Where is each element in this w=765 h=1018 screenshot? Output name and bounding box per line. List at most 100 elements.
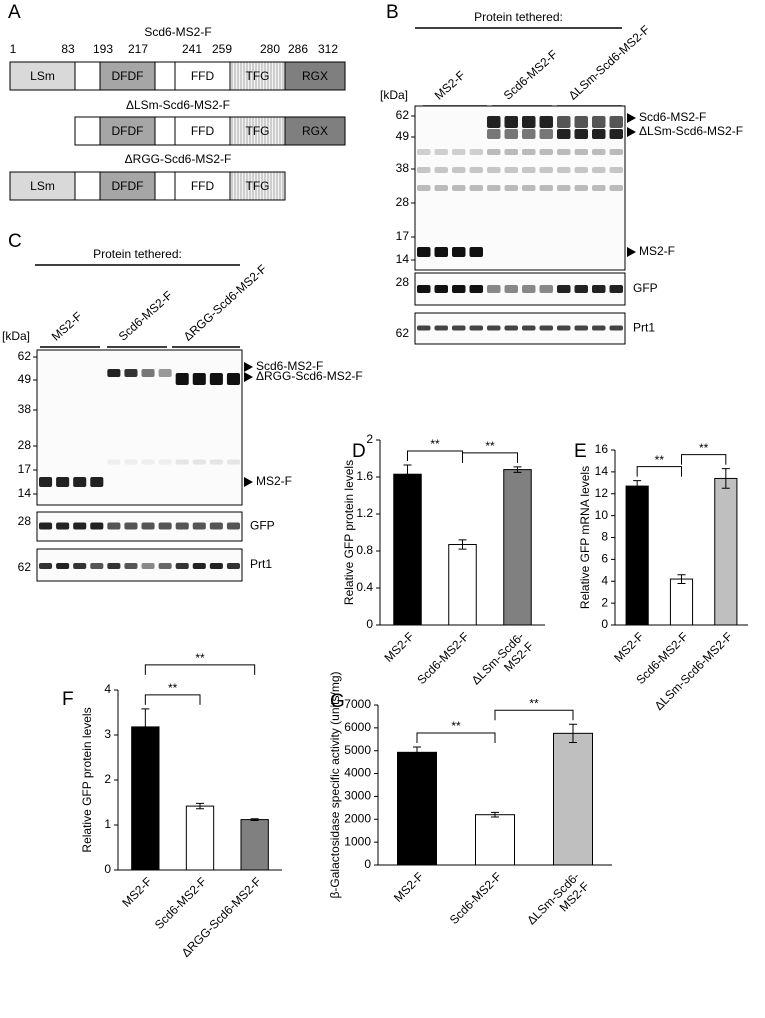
significance-label: ** <box>451 719 461 733</box>
lane-label: MS2-F <box>49 309 85 343</box>
band <box>417 167 431 173</box>
band <box>434 247 448 257</box>
blot <box>36 511 243 542</box>
band <box>609 149 623 155</box>
residue-number: 83 <box>61 42 75 56</box>
domain-label: TFG <box>246 179 270 193</box>
y-tick-label: 3000 <box>344 789 371 803</box>
y-tick-label: 7000 <box>344 697 371 711</box>
kda-marker: 28 <box>18 438 32 452</box>
band <box>574 167 588 173</box>
band <box>192 522 206 530</box>
domain-box <box>9 171 76 201</box>
kda-marker: 62 <box>396 108 410 122</box>
y-tick-label: 1.2 <box>356 506 373 520</box>
band <box>592 185 606 191</box>
domain-box <box>229 171 286 201</box>
kda-marker: 38 <box>18 402 32 416</box>
residue-number: 259 <box>212 42 232 56</box>
band <box>469 285 483 293</box>
x-tick-label: ΔLSm-Scd6-MS2-F <box>652 629 735 712</box>
header: Protein tethered: <box>93 247 182 261</box>
lane-label: Scd6-MS2-F <box>501 47 560 102</box>
band <box>469 185 483 191</box>
significance-label: ** <box>699 441 709 455</box>
band <box>522 167 536 173</box>
bar <box>397 751 437 866</box>
band <box>487 167 501 173</box>
y-tick-label: 0 <box>366 617 373 631</box>
y-axis-label: Relative GFP protein levels <box>342 460 356 605</box>
band <box>452 167 466 173</box>
band <box>574 116 588 128</box>
band <box>504 129 518 139</box>
domain-box <box>74 61 101 91</box>
significance-bracket <box>494 709 574 721</box>
domain-label: FFD <box>191 124 215 138</box>
band <box>90 522 104 530</box>
band <box>141 563 155 569</box>
band <box>452 149 466 155</box>
y-axis-label: Relative GFP protein levels <box>80 707 94 852</box>
error-bar <box>141 708 150 746</box>
significance-label: ** <box>529 696 539 710</box>
kda-marker: 28 <box>396 195 410 209</box>
band <box>124 369 138 377</box>
arrowhead <box>627 127 636 137</box>
band <box>209 522 223 530</box>
band <box>124 522 138 530</box>
band <box>452 247 466 257</box>
band <box>574 185 588 191</box>
band <box>487 285 501 293</box>
band <box>90 563 104 569</box>
band <box>487 149 501 155</box>
y-tick-label: 2 <box>104 772 111 786</box>
band-label: MS2-F <box>639 244 675 258</box>
panel-label: F <box>62 689 74 710</box>
blot <box>414 272 626 306</box>
band <box>107 563 121 569</box>
y-tick-label: 4 <box>104 682 111 696</box>
band <box>175 373 189 385</box>
band <box>209 373 223 385</box>
arrowhead <box>627 113 636 123</box>
band <box>434 185 448 191</box>
arrowhead <box>627 247 636 257</box>
y-tick-label: 1 <box>104 817 111 831</box>
y-tick-label: 16 <box>595 442 609 456</box>
x-tick-label: MS2-F <box>391 869 426 904</box>
band <box>434 167 448 173</box>
domain-label: LSm <box>30 69 55 83</box>
domain-box <box>9 61 76 91</box>
band <box>504 285 518 293</box>
error-bar <box>403 464 412 484</box>
y-tick-label: 0 <box>601 617 608 631</box>
band <box>539 285 553 293</box>
band <box>73 477 87 487</box>
blot <box>36 548 243 582</box>
band <box>192 373 206 385</box>
significance-bracket <box>144 694 201 705</box>
band <box>609 185 623 191</box>
domain-box <box>174 171 231 201</box>
domain-label: RGX <box>302 69 328 83</box>
kda-marker: 49 <box>396 129 410 143</box>
band-label: MS2-F <box>256 474 292 488</box>
band <box>452 325 466 331</box>
band <box>192 563 206 569</box>
significance-bracket <box>407 450 463 461</box>
band <box>539 129 553 139</box>
x-tick-label: MS2-F <box>611 629 646 664</box>
band <box>107 459 121 465</box>
blot-label: GFP <box>250 519 275 533</box>
y-axis-label: β-Galactosidase specific activity (units… <box>328 672 342 899</box>
panel-label: C <box>8 231 22 252</box>
y-tick-label: 12 <box>595 486 609 500</box>
residue-number: 312 <box>318 42 338 56</box>
band-label: ΔRGG-Scd6-MS2-F <box>256 369 363 383</box>
band <box>557 116 571 128</box>
y-tick-label: 0 <box>104 862 111 876</box>
domain-box <box>174 61 231 91</box>
kda-marker: 62 <box>18 560 32 574</box>
